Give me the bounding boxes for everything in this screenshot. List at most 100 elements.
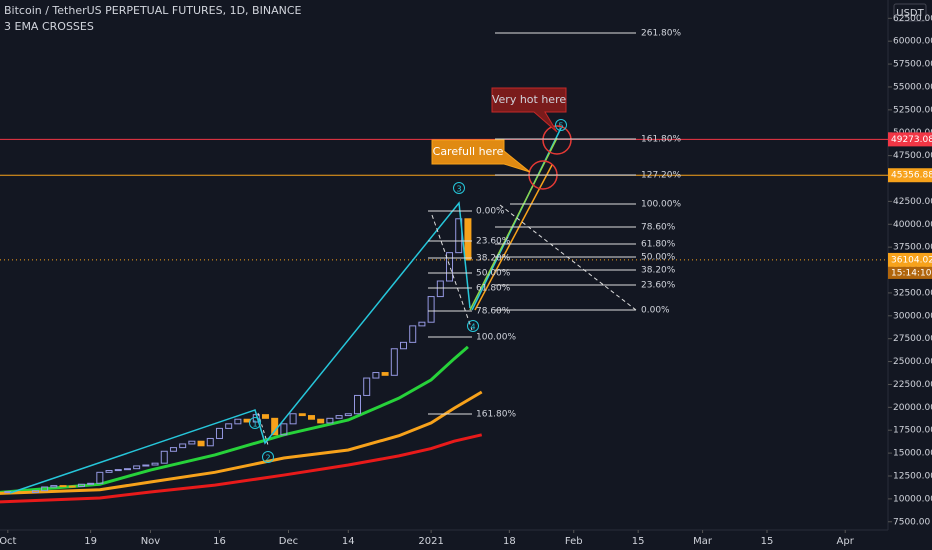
candle [390, 348, 398, 376]
candle [31, 490, 39, 493]
candle [215, 427, 223, 439]
candle [335, 415, 343, 419]
fib-label: 23.60% [476, 237, 511, 247]
y-tick-label: 42500.00 [893, 197, 932, 207]
wave-label: 5 [558, 122, 563, 131]
wave-line [9, 201, 471, 494]
candle [400, 341, 408, 350]
x-tick-label: 14 [342, 536, 355, 547]
fib-label: 0.00% [641, 306, 670, 316]
price-label-box [888, 168, 932, 183]
candle [197, 440, 205, 447]
fib-label: 100.00% [476, 333, 516, 343]
x-tick-label: 16 [213, 536, 226, 547]
candle [418, 321, 426, 327]
candle [123, 468, 131, 471]
ema-line [0, 433, 483, 504]
wave-marker [555, 119, 567, 131]
highlight-circle [542, 125, 572, 155]
wave-marker [467, 320, 479, 332]
candle [464, 218, 472, 261]
x-tick-label: Apr [837, 536, 855, 547]
y-tick-label: 55000.00 [893, 82, 932, 92]
wave-label: 3 [456, 185, 461, 194]
candle [326, 417, 334, 424]
wave-marker [262, 451, 274, 463]
y-tick-label: 27500.00 [893, 334, 932, 344]
candle [307, 415, 315, 420]
candle [372, 372, 380, 379]
price-label: 45356.88 [891, 171, 932, 181]
fib-label: 38.20% [476, 254, 511, 264]
price-label: 36104.02 [891, 255, 932, 265]
x-tick-label: 19 [84, 536, 97, 547]
y-tick-label: 37500.00 [893, 243, 932, 253]
candle [188, 440, 196, 445]
price-label-box [888, 252, 932, 267]
fib-label: 127.20% [641, 171, 681, 181]
fib-label: 78.60% [641, 223, 676, 233]
y-tick-label: 30000.00 [893, 311, 932, 321]
candle [427, 296, 435, 323]
countdown: 15:14:10 [891, 268, 932, 278]
y-tick-label: 57500.00 [893, 60, 932, 70]
x-tick-label: Dec [279, 536, 298, 547]
candle [298, 413, 306, 417]
callout-text: Carefull here [433, 145, 504, 158]
wave-marker [453, 182, 465, 194]
candle [206, 437, 214, 447]
candle [363, 377, 371, 396]
title: Bitcoin / TetherUS PERPETUAL FUTURES, 1D… [4, 4, 302, 17]
fib-label: 23.60% [641, 281, 676, 291]
candle [105, 470, 113, 473]
candle [87, 482, 95, 485]
callout [431, 139, 531, 173]
candle [344, 413, 352, 417]
candle [280, 423, 288, 436]
candle [169, 447, 177, 452]
currency: USDT [896, 8, 924, 19]
callout [491, 87, 567, 133]
y-tick-label: 15000.00 [893, 449, 932, 459]
y-tick-label: 52500.00 [893, 105, 932, 115]
y-tick-label: 22500.00 [893, 380, 932, 390]
y-tick-label: 47500.00 [893, 151, 932, 161]
candle [133, 465, 141, 470]
candle [261, 414, 269, 419]
wave-label: 4 [470, 323, 475, 332]
wave-label: 2 [265, 454, 270, 463]
wave-label: 1 [252, 420, 257, 429]
fib-label: 161.80% [476, 410, 516, 420]
candle [59, 485, 67, 488]
candle [41, 486, 49, 492]
x-tick-label: Mar [693, 536, 713, 547]
fib-label: 100.00% [641, 200, 681, 210]
currency-box[interactable] [893, 3, 927, 22]
candle [142, 464, 150, 467]
y-tick-label: 32500.00 [893, 288, 932, 298]
candle [77, 483, 85, 488]
ema-line [0, 390, 483, 495]
x-tick-label: Feb [565, 536, 583, 547]
indicator: 3 EMA CROSSES [4, 20, 94, 33]
x-tick-label: 15 [761, 536, 774, 547]
fib-label: 61.80% [641, 240, 676, 250]
fib-label: 50.00% [476, 269, 511, 279]
y-tick-label: 25000.00 [893, 357, 932, 367]
fib-label: 261.80% [641, 29, 681, 39]
wave-marker [249, 417, 261, 429]
x-tick-label: Oct [0, 536, 17, 547]
candle [234, 418, 242, 425]
candle [317, 418, 325, 424]
projection-line [469, 137, 558, 311]
y-tick-label: 40000.00 [893, 220, 932, 230]
fib-label: 61.80% [476, 284, 511, 294]
candle [68, 485, 76, 488]
candle [50, 485, 58, 488]
candle [225, 423, 233, 429]
candle [96, 471, 104, 484]
candle [381, 372, 389, 376]
candle [354, 394, 362, 415]
candle [436, 280, 444, 298]
